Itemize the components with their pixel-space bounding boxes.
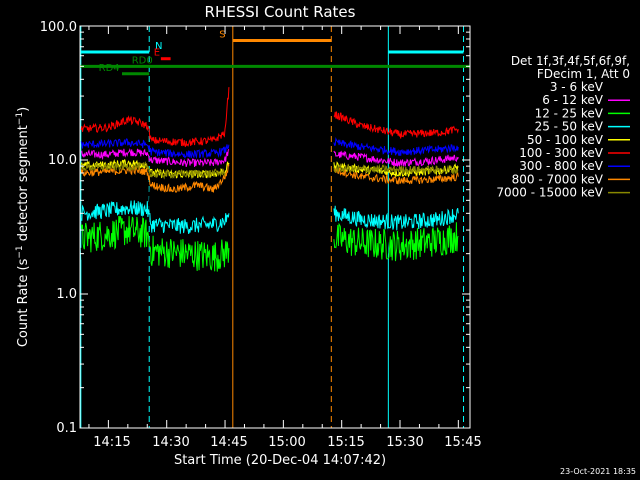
y-axis-label-sup: −1	[15, 112, 25, 125]
legend-item: 7000 - 15000 keV	[496, 186, 630, 200]
chart-title: RHESSI Count Rates	[205, 3, 356, 21]
series-layer	[80, 87, 459, 272]
series-line	[333, 205, 459, 231]
legend-label: 6 - 12 keV	[542, 93, 604, 107]
legend-item: 100 - 300 keV	[519, 146, 630, 160]
legend-header-line: FDecim 1, Att 0	[537, 67, 630, 81]
legend-item: 25 - 50 keV	[535, 120, 630, 134]
y-axis-label: Count Rate (s−1 detector segment−1)	[15, 107, 31, 347]
series-line	[333, 153, 459, 271]
flag-label: N	[155, 41, 162, 52]
x-tick-label: 15:15	[327, 435, 364, 450]
series-trace	[80, 137, 459, 160]
y-tick-label: 10.0	[48, 153, 77, 168]
legend-item: 50 - 100 keV	[527, 133, 630, 147]
y-axis-label-sup: −1	[15, 245, 25, 258]
legend: Det 1f,3f,4f,5f,6f,9f, FDecim 1, Att 0 3…	[496, 54, 630, 200]
legend-label: 50 - 100 keV	[527, 133, 604, 147]
series-line	[80, 87, 230, 148]
flag-label: S	[219, 29, 225, 40]
legend-item: 800 - 7000 keV	[512, 172, 630, 186]
timestamp: 23-Oct-2021 18:35	[560, 467, 636, 476]
legend-item: 6 - 12 keV	[542, 93, 630, 107]
legend-label: 25 - 50 keV	[535, 120, 604, 134]
legend-label: 7000 - 15000 keV	[496, 186, 603, 200]
x-tick-label: 14:45	[210, 435, 247, 450]
legend-header-line: Det 1f,3f,4f,5f,6f,9f,	[511, 54, 630, 68]
legend-label: 300 - 800 keV	[519, 159, 603, 173]
x-axis-label: Start Time (20-Dec-04 14:07:42)	[174, 453, 386, 468]
series-line	[80, 148, 230, 168]
series-trace	[80, 148, 459, 168]
y-axis-label-part: Count Rate (s	[16, 258, 31, 347]
x-tick-labels: 14:15 14:30 14:45 15:00 15:15 15:30 15:4…	[93, 435, 481, 450]
series-line	[80, 160, 226, 180]
flag-label: E	[154, 48, 160, 59]
series-trace	[80, 160, 459, 180]
legend-label: 100 - 300 keV	[519, 146, 603, 160]
series-line	[80, 215, 230, 272]
flag-bars: NE S RD0 RD4	[80, 29, 470, 76]
series-line	[333, 167, 459, 185]
series-line	[333, 111, 459, 139]
x-tick-label: 14:30	[152, 435, 189, 450]
legend-item: 12 - 25 keV	[535, 106, 630, 120]
flag-label: RD0	[132, 55, 153, 66]
legend-item: 300 - 800 keV	[519, 159, 630, 173]
y-tick-label: 100.0	[40, 20, 77, 35]
series-line	[80, 138, 230, 160]
flag-label: RD4	[99, 63, 120, 74]
series-trace	[80, 215, 459, 272]
legend-label: 3 - 6 keV	[550, 80, 604, 94]
series-trace	[80, 87, 459, 148]
legend-label: 800 - 7000 keV	[512, 172, 604, 186]
series-line	[333, 137, 459, 156]
y-axis-label-part: detector segment	[16, 125, 31, 245]
y-tick-label: 1.0	[56, 287, 77, 302]
x-tick-label: 14:15	[93, 435, 130, 450]
series-line	[333, 222, 459, 262]
series-line	[333, 163, 459, 175]
y-tick-labels: 0.1 1.0 10.0 100.0	[40, 20, 77, 436]
y-tick-label: 0.1	[56, 421, 77, 436]
legend-label: 12 - 25 keV	[535, 106, 604, 120]
series-line	[80, 200, 230, 234]
y-axis-label-part: )	[16, 107, 31, 112]
x-tick-label: 15:30	[386, 435, 423, 450]
axis-ticks	[80, 25, 470, 429]
series-trace	[80, 200, 459, 234]
legend-item: 3 - 6 keV	[550, 80, 630, 94]
series-line	[333, 150, 459, 168]
x-tick-label: 15:45	[444, 435, 481, 450]
plot-frame	[79, 25, 471, 429]
x-tick-label: 15:00	[268, 435, 305, 450]
